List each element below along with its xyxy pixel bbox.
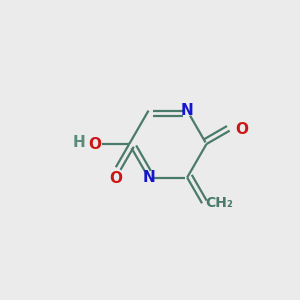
Text: N: N [142, 170, 155, 185]
Text: O: O [88, 136, 101, 152]
Text: O: O [235, 122, 248, 137]
Text: N: N [181, 103, 194, 118]
Text: H: H [73, 135, 85, 150]
Text: O: O [109, 171, 122, 186]
Text: CH₂: CH₂ [205, 196, 233, 210]
